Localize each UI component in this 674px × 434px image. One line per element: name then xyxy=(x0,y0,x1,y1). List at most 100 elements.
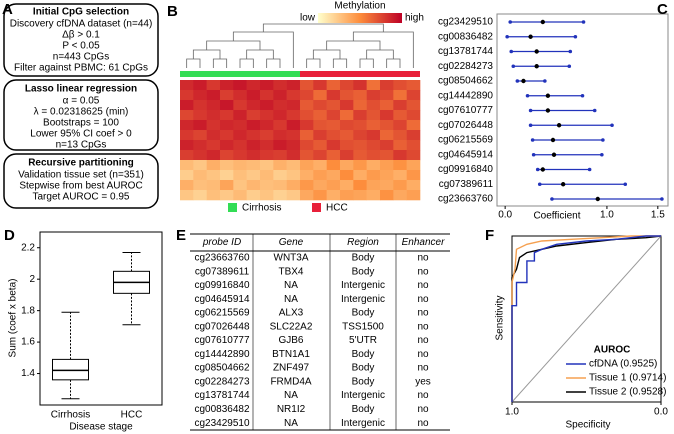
heat-cell xyxy=(353,110,367,121)
heat-cell xyxy=(313,120,327,131)
heat-cell xyxy=(380,180,394,191)
heat-cell xyxy=(393,100,407,111)
heat-cell xyxy=(193,160,207,171)
heat-cell xyxy=(406,110,421,121)
scale-label: high xyxy=(405,13,424,24)
heat-cell xyxy=(380,90,394,101)
ci-end xyxy=(610,123,614,128)
table-cell: Body xyxy=(352,253,375,264)
table-cell: NA xyxy=(284,390,298,401)
ci-end xyxy=(530,138,535,142)
heat-cell xyxy=(233,150,247,161)
estimate xyxy=(540,167,546,172)
heat-cell xyxy=(380,130,394,141)
y-tick-label: 1.4 xyxy=(21,368,35,379)
heat-cell xyxy=(220,180,234,191)
estimate xyxy=(550,137,556,143)
table-cell: ZNF497 xyxy=(273,363,310,374)
heat-cell xyxy=(246,90,261,101)
heat-cell xyxy=(193,180,207,191)
heat-cell xyxy=(313,150,327,161)
heat-cell xyxy=(180,170,194,181)
diagonal xyxy=(511,235,662,403)
flow-line: Filter against PBMC: 61 CpGs xyxy=(14,63,148,74)
x-tick-label: 1.5 xyxy=(651,210,665,221)
heat-cell xyxy=(260,140,274,151)
heat-cell xyxy=(206,110,221,121)
dendrogram xyxy=(326,40,381,50)
heat-cell xyxy=(220,150,234,161)
ci-end xyxy=(537,182,542,187)
heat-cell xyxy=(340,120,354,131)
heat-cell xyxy=(180,100,194,111)
roc-curve xyxy=(511,235,661,402)
heat-cell xyxy=(380,120,394,131)
heat-cell xyxy=(300,90,314,101)
estimate xyxy=(551,152,557,157)
heat-cell xyxy=(340,110,354,121)
heat-cell xyxy=(326,170,341,181)
panel-label: F xyxy=(485,227,494,244)
table-cell: cg14442890 xyxy=(194,349,249,360)
ci-end xyxy=(587,167,592,172)
heat-cell xyxy=(260,170,274,181)
heat-cell xyxy=(260,150,274,161)
heat-cell xyxy=(313,170,327,181)
heat-cell xyxy=(246,140,261,151)
heat-cell xyxy=(366,80,381,91)
table-cell: cg00836482 xyxy=(194,404,249,415)
flow-title: Recursive partitioning xyxy=(28,158,134,169)
table-header: Enhancer xyxy=(402,237,445,248)
heat-cell xyxy=(366,110,381,121)
heat-cell xyxy=(353,120,367,131)
table-cell: cg09916840 xyxy=(194,280,249,291)
heat-cell xyxy=(246,120,261,131)
y-tick-label: 2.2 xyxy=(21,242,35,253)
table-cell: yes xyxy=(415,376,431,387)
heat-cell xyxy=(313,100,327,111)
ci-end xyxy=(511,64,516,69)
table-cell: no xyxy=(417,294,429,305)
table xyxy=(190,233,450,431)
table-cell: Body xyxy=(352,308,375,319)
heat-cell xyxy=(406,190,421,201)
table-cell: WNT3A xyxy=(274,253,309,264)
heat-cell xyxy=(206,180,221,191)
panel-label: E xyxy=(176,227,186,244)
ci-end xyxy=(525,93,530,98)
table-cell: ALX3 xyxy=(279,308,304,319)
heat-cell xyxy=(393,90,407,101)
table-cell: 5'UTR xyxy=(349,335,377,346)
heat-cell xyxy=(340,80,354,91)
ci-end xyxy=(592,108,597,113)
heat-cell xyxy=(286,80,301,91)
dendrogram xyxy=(366,49,394,59)
heat-cell xyxy=(393,150,407,161)
table-cell: no xyxy=(417,390,429,401)
roc-curve xyxy=(511,235,661,402)
heat-cell xyxy=(286,180,301,191)
heat-cell xyxy=(393,160,407,171)
heat-cell xyxy=(406,80,421,91)
heat-cell xyxy=(206,130,221,141)
heat-cell xyxy=(273,190,287,201)
ci-end xyxy=(515,79,520,83)
heat-cell xyxy=(246,80,261,91)
table-cell: Intergenic xyxy=(341,280,385,291)
heat-cell xyxy=(180,150,194,161)
heat-cell xyxy=(260,180,274,191)
heat-cell xyxy=(300,100,314,111)
flow-line: n=13 CpGs xyxy=(56,140,107,151)
heat-cell xyxy=(233,190,247,201)
heat-cell xyxy=(300,160,314,171)
table-cell: cg23663760 xyxy=(194,253,249,264)
flow-line: Lower 95% CI coef > 0 xyxy=(30,129,132,140)
heat-cell xyxy=(233,100,247,111)
heat-cell xyxy=(340,90,354,101)
heat-cell xyxy=(193,150,207,161)
heat-cell xyxy=(406,130,421,141)
heat-cell xyxy=(260,110,274,121)
ci-end xyxy=(531,152,536,157)
heat-cell xyxy=(313,160,327,171)
panel-label: B xyxy=(167,3,178,20)
